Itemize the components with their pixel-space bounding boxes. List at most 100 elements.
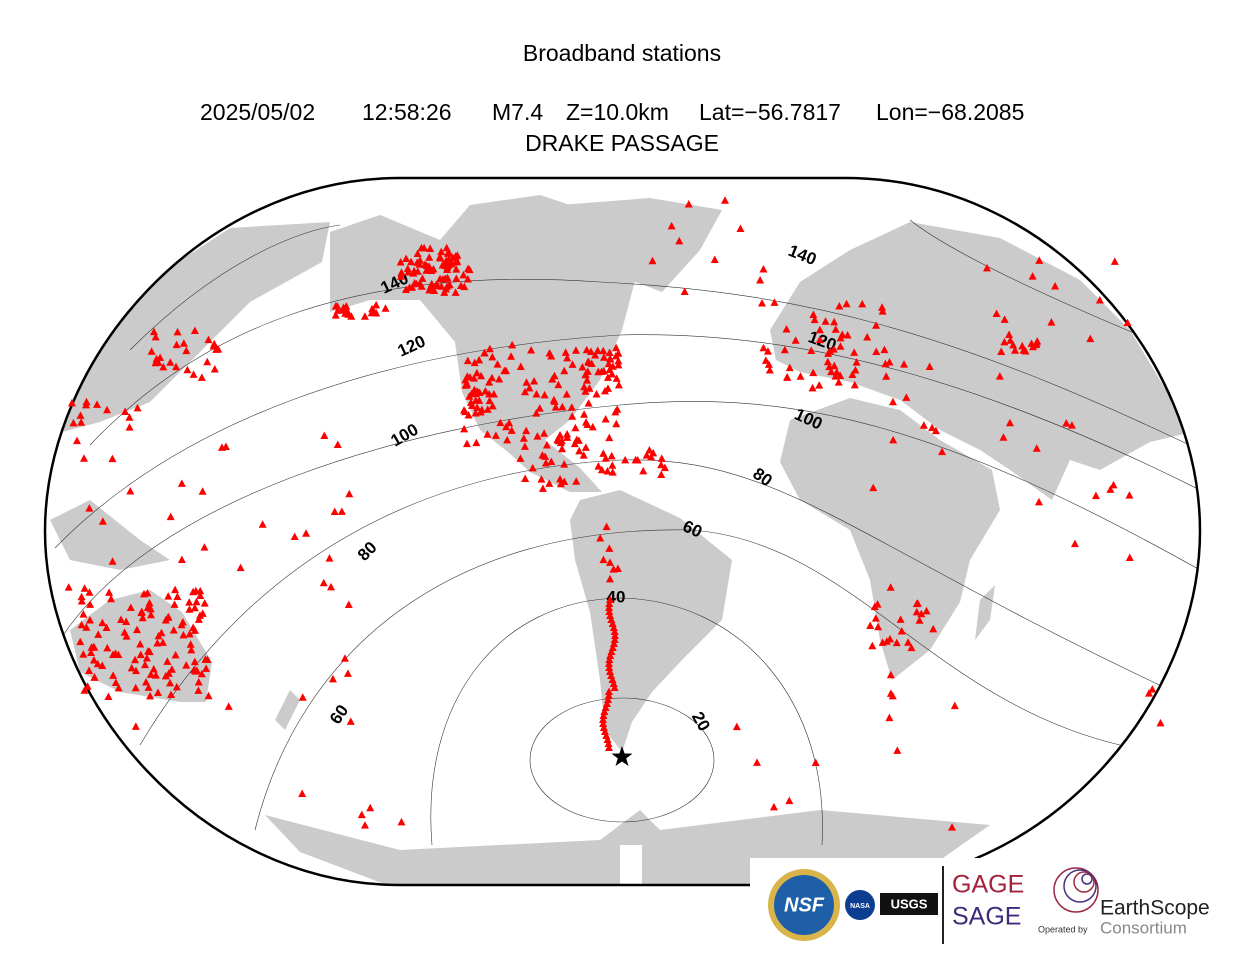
station xyxy=(563,433,572,441)
station xyxy=(759,343,768,352)
station xyxy=(198,487,207,495)
station xyxy=(194,615,203,623)
station xyxy=(185,605,194,613)
station xyxy=(159,362,168,371)
station xyxy=(886,670,895,679)
station xyxy=(420,260,429,268)
station xyxy=(333,440,342,448)
contour xyxy=(139,459,1171,746)
station xyxy=(172,340,181,349)
title: Broadband stations xyxy=(523,40,721,66)
station xyxy=(508,340,517,349)
earthscope-text: EarthScope xyxy=(1100,897,1210,920)
station xyxy=(186,640,195,648)
station xyxy=(441,274,450,282)
station xyxy=(85,666,94,674)
north-america xyxy=(330,195,640,492)
station xyxy=(811,758,820,766)
station xyxy=(200,543,209,551)
station xyxy=(850,348,859,356)
station xyxy=(1070,539,1079,548)
station xyxy=(475,355,484,364)
station xyxy=(535,404,544,412)
station xyxy=(93,400,102,408)
station xyxy=(612,343,621,352)
station xyxy=(333,301,342,310)
contour-label: 140 xyxy=(786,241,819,269)
station xyxy=(402,285,411,294)
station xyxy=(556,474,565,483)
station xyxy=(580,410,589,418)
station xyxy=(999,433,1008,441)
station xyxy=(997,347,1006,355)
station xyxy=(325,554,334,562)
station xyxy=(520,442,529,450)
station xyxy=(571,423,580,432)
station xyxy=(413,258,422,266)
station xyxy=(167,665,176,673)
station xyxy=(938,447,947,456)
station xyxy=(153,639,162,647)
station xyxy=(888,691,897,700)
station xyxy=(810,315,819,324)
station xyxy=(108,557,117,565)
station xyxy=(328,674,337,683)
eurasia xyxy=(770,222,1192,500)
station xyxy=(556,431,565,439)
station xyxy=(465,392,474,400)
station xyxy=(758,299,767,307)
station xyxy=(919,421,928,429)
station xyxy=(183,365,192,374)
station xyxy=(532,389,541,398)
station xyxy=(1010,346,1019,354)
station xyxy=(173,327,182,336)
station xyxy=(830,317,839,326)
station xyxy=(596,533,605,542)
station xyxy=(756,275,765,284)
station xyxy=(604,743,613,751)
station xyxy=(796,372,805,380)
station xyxy=(154,358,163,366)
station xyxy=(556,479,565,488)
station xyxy=(178,617,187,626)
station xyxy=(540,390,549,399)
station xyxy=(831,325,840,333)
station xyxy=(606,355,615,363)
station xyxy=(1047,318,1056,326)
station xyxy=(202,664,211,672)
station xyxy=(480,349,489,357)
station xyxy=(753,758,762,766)
station xyxy=(111,678,120,686)
station xyxy=(109,671,118,679)
station xyxy=(345,489,354,498)
station xyxy=(436,274,445,283)
station xyxy=(189,665,198,674)
station xyxy=(601,415,610,423)
station xyxy=(591,350,600,359)
station xyxy=(98,661,107,670)
station xyxy=(834,378,843,386)
station xyxy=(151,332,160,341)
station xyxy=(472,387,481,396)
station xyxy=(843,330,852,339)
station xyxy=(578,363,587,371)
station xyxy=(485,378,494,386)
station xyxy=(642,451,651,459)
station xyxy=(581,387,590,395)
station xyxy=(89,655,98,664)
station xyxy=(224,702,233,710)
station xyxy=(344,600,353,609)
station xyxy=(607,451,616,460)
station xyxy=(194,686,203,694)
station xyxy=(397,817,406,826)
station xyxy=(189,587,198,596)
station xyxy=(412,279,421,288)
station xyxy=(782,325,791,333)
station xyxy=(80,686,89,694)
station xyxy=(1125,491,1134,499)
station xyxy=(900,360,909,368)
station xyxy=(922,606,931,615)
station xyxy=(667,221,676,230)
station xyxy=(530,377,539,385)
